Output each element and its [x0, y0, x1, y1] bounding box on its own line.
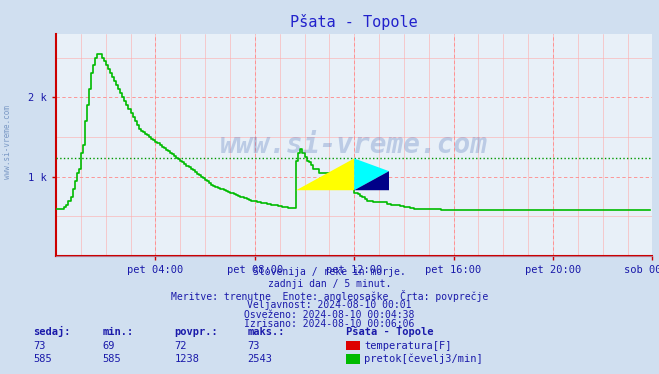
Title: Pšata - Topole: Pšata - Topole [291, 14, 418, 30]
Text: 73: 73 [247, 341, 260, 350]
Text: 585: 585 [33, 354, 51, 364]
Text: Meritve: trenutne  Enote: angleosaške  Črta: povprečje: Meritve: trenutne Enote: angleosaške Črt… [171, 290, 488, 302]
Text: zadnji dan / 5 minut.: zadnji dan / 5 minut. [268, 279, 391, 289]
Text: temperatura[F]: temperatura[F] [364, 341, 452, 350]
Text: min.:: min.: [102, 327, 133, 337]
Text: 1238: 1238 [175, 354, 200, 364]
Polygon shape [354, 159, 389, 190]
Polygon shape [297, 159, 354, 190]
Text: 73: 73 [33, 341, 45, 350]
Text: sedaj:: sedaj: [33, 326, 71, 337]
Text: Osveženo: 2024-08-10 00:04:38: Osveženo: 2024-08-10 00:04:38 [244, 310, 415, 320]
Text: Slovenija / reke in morje.: Slovenija / reke in morje. [253, 267, 406, 278]
Text: povpr.:: povpr.: [175, 327, 218, 337]
Text: Veljavnost: 2024-08-10 00:01: Veljavnost: 2024-08-10 00:01 [247, 300, 412, 310]
Text: 69: 69 [102, 341, 115, 350]
Text: 585: 585 [102, 354, 121, 364]
Text: www.si-vreme.com: www.si-vreme.com [3, 105, 13, 179]
Polygon shape [354, 171, 389, 190]
Text: 72: 72 [175, 341, 187, 350]
Text: Pšata - Topole: Pšata - Topole [346, 326, 434, 337]
Text: maks.:: maks.: [247, 327, 285, 337]
Text: 2543: 2543 [247, 354, 272, 364]
Text: Izrisano: 2024-08-10 00:06:06: Izrisano: 2024-08-10 00:06:06 [244, 319, 415, 329]
Text: pretok[čevelj3/min]: pretok[čevelj3/min] [364, 354, 483, 364]
Text: www.si-vreme.com: www.si-vreme.com [220, 131, 488, 159]
